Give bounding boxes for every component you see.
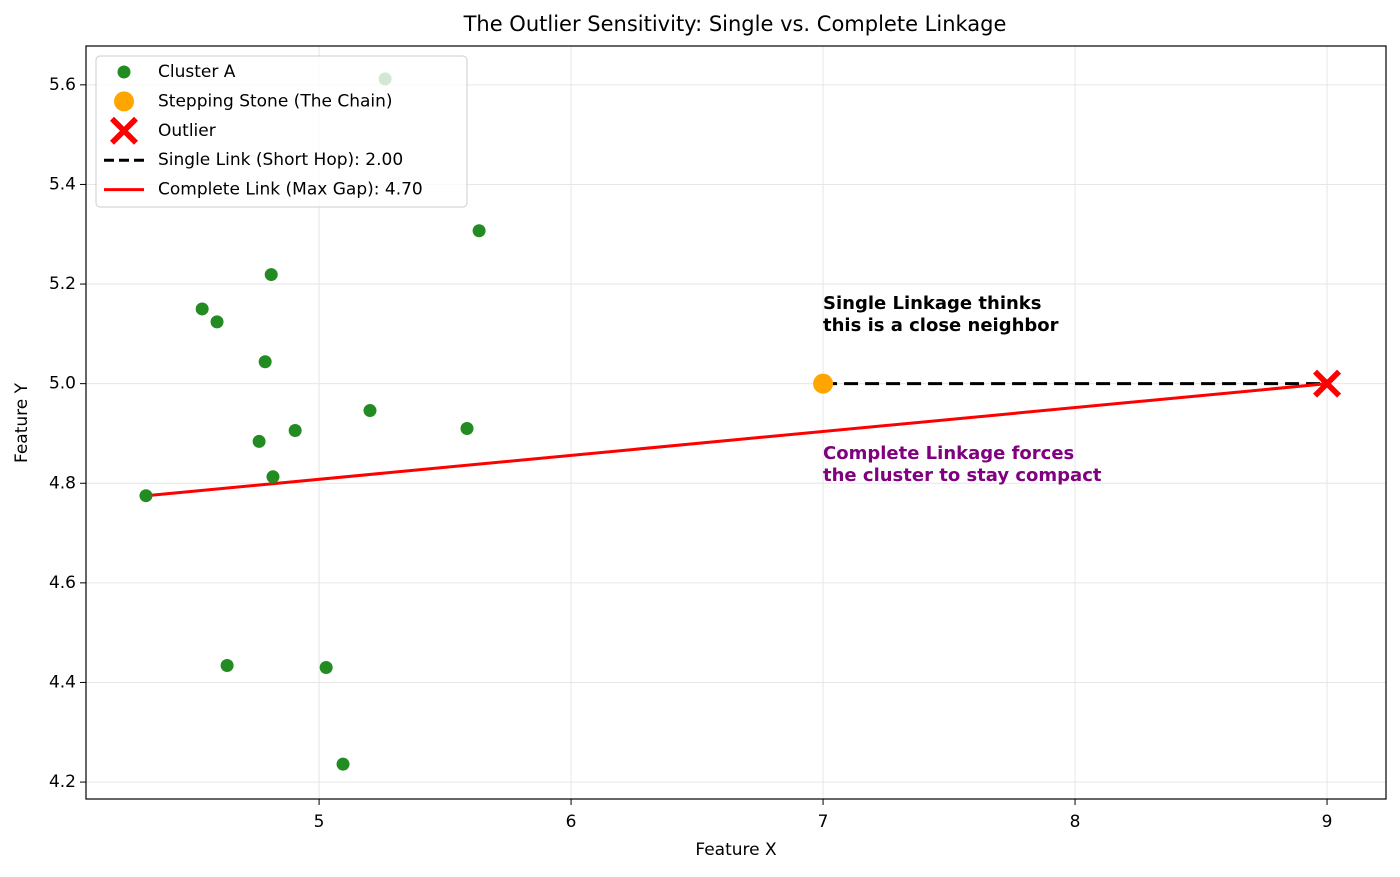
point — [258, 355, 272, 369]
legend-label: Cluster A — [158, 62, 236, 82]
point — [264, 268, 278, 282]
legend-label: Stepping Stone (The Chain) — [158, 91, 393, 111]
point — [139, 489, 153, 503]
legend: Cluster A Stepping Stone (The Chain) Outli… — [95, 55, 468, 208]
chart-title: The Outlier Sensitivity: Single vs. Comp… — [463, 12, 1007, 36]
y-tick-label: 4.4 — [49, 672, 76, 692]
x-axis-label: Feature X — [695, 840, 777, 860]
annotation: this is a close neighbor — [823, 315, 1059, 336]
point — [363, 404, 377, 418]
plot-frame — [85, 45, 1387, 800]
point — [210, 315, 224, 329]
annotation: Complete Linkage forces — [823, 443, 1074, 464]
legend-marker — [117, 65, 131, 79]
x-tick-label: 8 — [1070, 812, 1081, 832]
y-tick-label: 4.8 — [49, 473, 76, 493]
point — [195, 302, 209, 316]
y-tick-label: 5.4 — [49, 174, 76, 194]
legend-label: Outlier — [158, 121, 216, 141]
x-tick-label: 5 — [314, 812, 325, 832]
legend-marker — [110, 116, 138, 145]
x-tick-label: 9 — [1322, 812, 1333, 832]
point — [319, 661, 333, 675]
y-tick-label: 5.2 — [49, 274, 76, 294]
legend-label: Single Link (Short Hop): 2.00 — [158, 150, 403, 170]
point — [220, 659, 234, 673]
y-tick-label: 4.6 — [49, 573, 76, 593]
point — [460, 421, 474, 435]
legend-marker — [114, 91, 134, 112]
plot — [139, 72, 1342, 771]
x-tick-label: 6 — [566, 812, 577, 832]
point — [266, 470, 280, 484]
point — [252, 434, 266, 448]
point — [472, 224, 486, 238]
annotation: Single Linkage thinks — [823, 293, 1042, 314]
legend-label: Complete Link (Max Gap): 4.70 — [158, 180, 423, 200]
y-tick-label: 5.6 — [49, 75, 76, 95]
point — [813, 373, 834, 394]
y-tick-label: 5.0 — [49, 374, 76, 394]
point — [288, 423, 302, 437]
point — [336, 757, 350, 771]
y-tick-label: 4.2 — [49, 772, 76, 792]
x-tick-label: 7 — [818, 812, 829, 832]
line — [145, 382, 1328, 498]
point — [1313, 369, 1342, 398]
legend-box — [95, 55, 468, 208]
annotation: the cluster to stay compact — [823, 465, 1102, 486]
y-axis-label: Feature Y — [12, 382, 32, 463]
